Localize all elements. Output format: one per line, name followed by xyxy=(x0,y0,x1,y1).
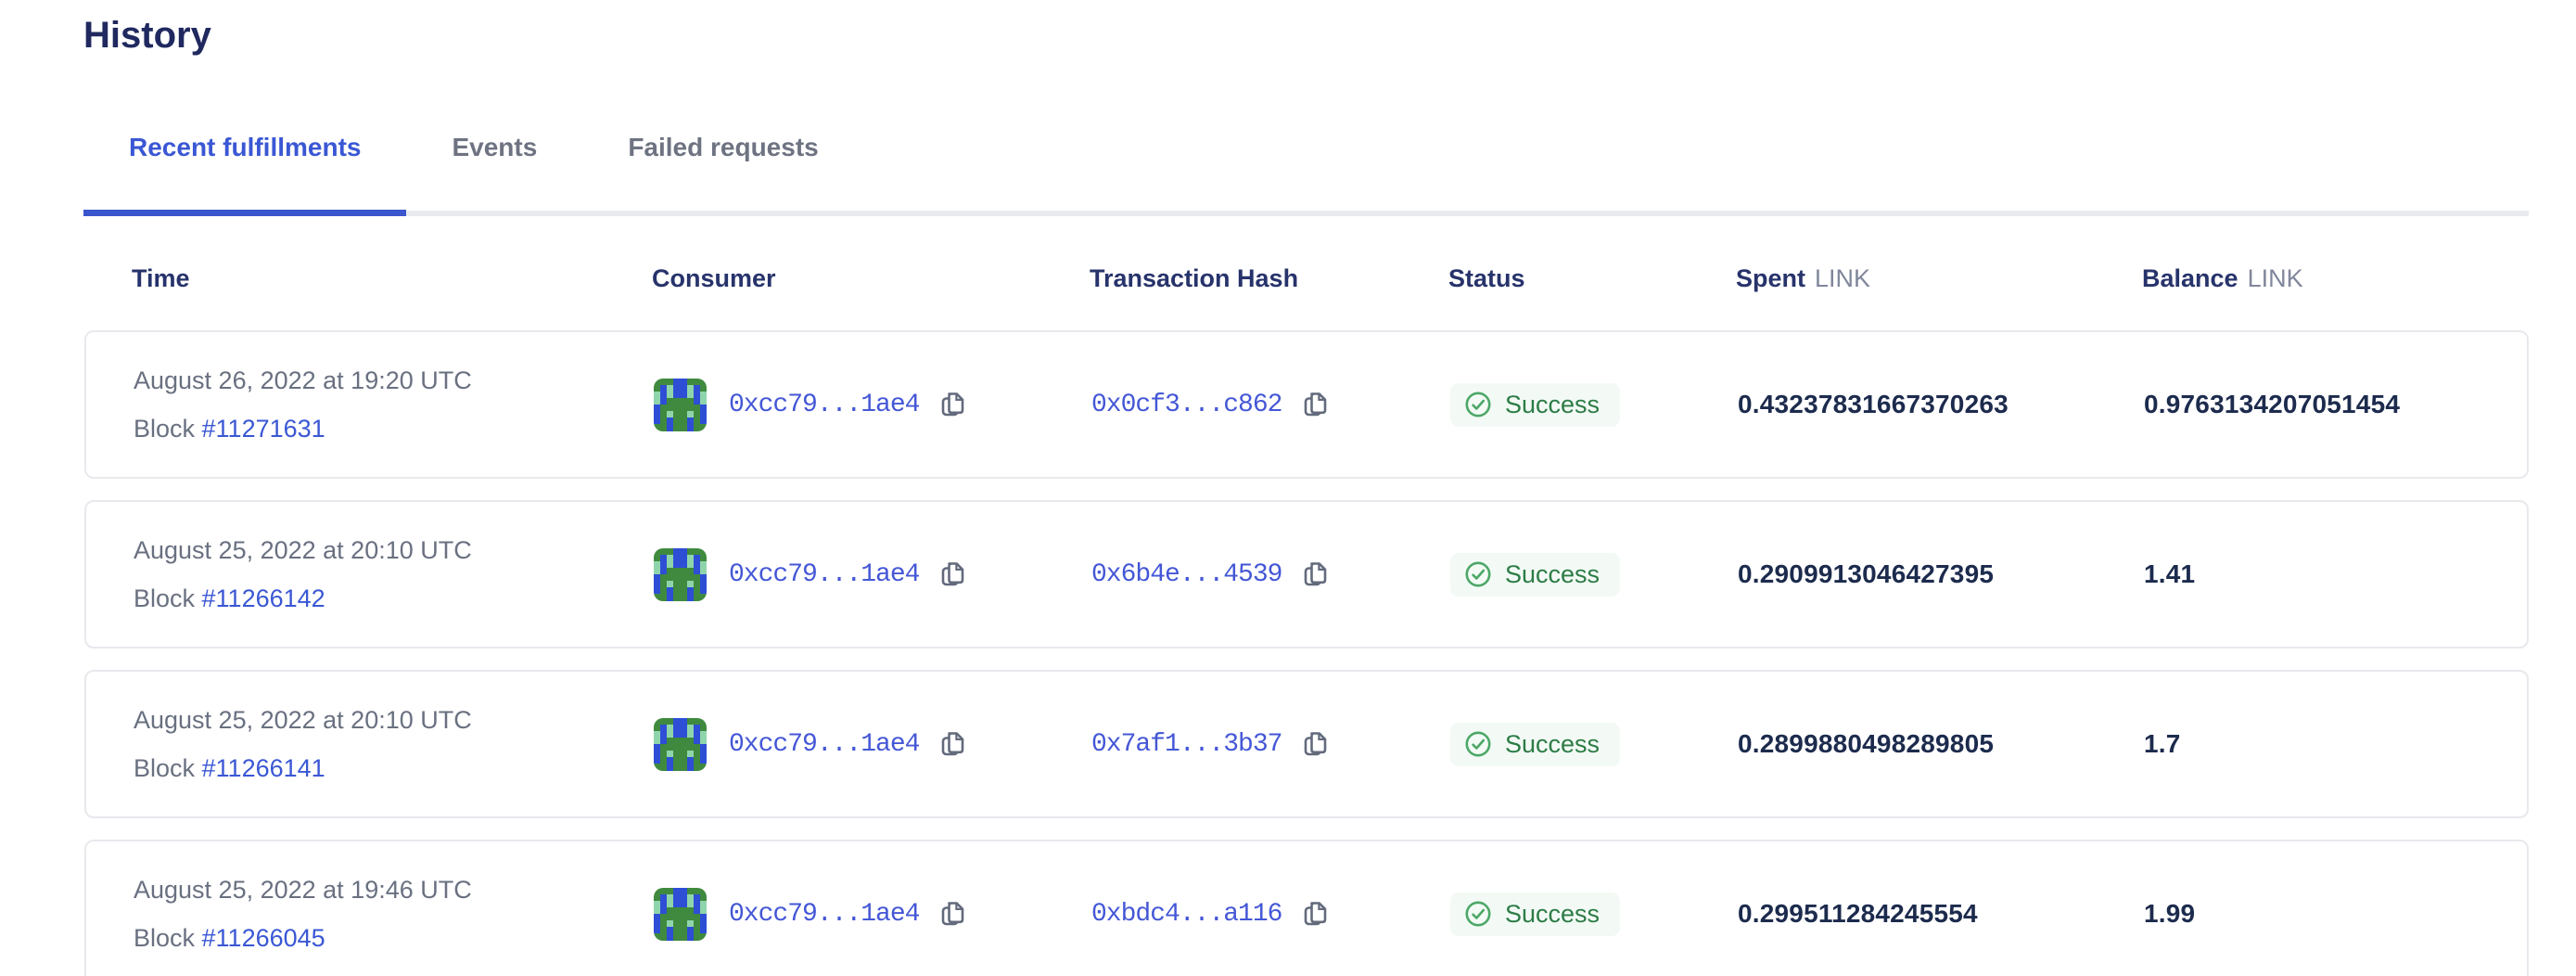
block-label: Block xyxy=(134,584,202,612)
consumer-cell: 0xcc79...1ae4 xyxy=(654,547,1091,601)
fulfillment-list: August 26, 2022 at 19:20 UTC Block #1127… xyxy=(84,330,2576,976)
consumer-address-link[interactable]: 0xcc79...1ae4 xyxy=(729,559,920,589)
column-header-transaction-hash: Transaction Hash xyxy=(1090,264,1299,292)
block-number-link[interactable]: #11266045 xyxy=(201,924,325,952)
column-header-spent: Spent LINK xyxy=(1736,264,1871,292)
copy-icon[interactable] xyxy=(1298,389,1330,420)
history-page: History Recent fulfillments Events Faile… xyxy=(0,13,2576,976)
tab-events[interactable]: Events xyxy=(452,133,538,161)
time-cell: August 25, 2022 at 19:46 UTC Block #1126… xyxy=(86,876,654,952)
block-number-link[interactable]: #11266142 xyxy=(201,584,325,612)
consumer-address-link[interactable]: 0xcc79...1ae4 xyxy=(729,729,920,759)
time-cell: August 26, 2022 at 19:20 UTC Block #1127… xyxy=(86,366,654,443)
status-cell: Success xyxy=(1450,382,1738,427)
table-row: August 26, 2022 at 19:20 UTC Block #1127… xyxy=(84,330,2529,479)
check-circle-icon xyxy=(1465,561,1491,587)
balance-value: 1.41 xyxy=(2144,559,2196,588)
consumer-cell: 0xcc79...1ae4 xyxy=(654,887,1091,941)
check-circle-icon xyxy=(1465,731,1491,757)
spent-value: 0.2899880498289805 xyxy=(1738,729,1995,758)
table-row: August 25, 2022 at 20:10 UTC Block #1126… xyxy=(84,670,2529,818)
page-title: History xyxy=(83,15,211,56)
transaction-hash-cell: 0x6b4e...4539 xyxy=(1091,559,1450,590)
column-header-balance: Balance LINK xyxy=(2142,264,2303,292)
spent-value: 0.43237831667370263 xyxy=(1738,390,2009,418)
copy-icon[interactable] xyxy=(1298,898,1330,930)
timestamp: August 25, 2022 at 19:46 UTC xyxy=(134,876,472,904)
block-line: Block #11266142 xyxy=(134,584,654,612)
copy-icon[interactable] xyxy=(936,898,967,930)
blockies-avatar xyxy=(654,887,707,941)
copy-icon[interactable] xyxy=(1298,728,1330,760)
consumer-cell: 0xcc79...1ae4 xyxy=(654,717,1091,771)
column-header-consumer: Consumer xyxy=(652,264,776,292)
timestamp: August 25, 2022 at 20:10 UTC xyxy=(134,536,472,564)
spent-unit-label: LINK xyxy=(1815,264,1871,292)
time-cell: August 25, 2022 at 20:10 UTC Block #1126… xyxy=(86,706,654,782)
timestamp: August 26, 2022 at 19:20 UTC xyxy=(134,366,472,394)
tab-bar: Recent fulfillments Events Failed reques… xyxy=(83,132,2529,216)
block-number-link[interactable]: #11266141 xyxy=(201,754,325,782)
status-badge: Success xyxy=(1450,552,1621,597)
block-number-link[interactable]: #11271631 xyxy=(201,415,325,443)
consumer-address-link[interactable]: 0xcc79...1ae4 xyxy=(729,390,920,419)
table-header: Time Consumer Transaction Hash Status Sp… xyxy=(84,264,2529,293)
table-row: August 25, 2022 at 19:46 UTC Block #1126… xyxy=(84,840,2529,976)
status-badge: Success xyxy=(1450,382,1621,427)
status-label: Success xyxy=(1505,390,1600,418)
table-row: August 25, 2022 at 20:10 UTC Block #1126… xyxy=(84,500,2529,649)
check-circle-icon xyxy=(1465,392,1491,417)
status-cell: Success xyxy=(1450,722,1738,766)
transaction-hash-cell: 0x0cf3...c862 xyxy=(1091,389,1450,420)
balance-unit-label: LINK xyxy=(2247,264,2303,292)
timestamp: August 25, 2022 at 20:10 UTC xyxy=(134,706,472,734)
tab-recent-fulfillments[interactable]: Recent fulfillments xyxy=(83,132,407,216)
status-label: Success xyxy=(1505,729,1600,758)
transaction-hash-cell: 0x7af1...3b37 xyxy=(1091,728,1450,760)
column-header-status: Status xyxy=(1448,264,1525,292)
transaction-hash-link[interactable]: 0x0cf3...c862 xyxy=(1091,390,1282,419)
block-label: Block xyxy=(134,754,202,782)
block-label: Block xyxy=(134,415,202,443)
tab-failed-requests[interactable]: Failed requests xyxy=(628,133,819,161)
consumer-cell: 0xcc79...1ae4 xyxy=(654,378,1091,431)
balance-value: 0.9763134207051454 xyxy=(2144,390,2401,418)
copy-icon[interactable] xyxy=(936,559,967,590)
spent-value: 0.299511284245554 xyxy=(1738,899,1978,928)
status-badge: Success xyxy=(1450,722,1621,766)
column-header-time: Time xyxy=(132,264,190,292)
status-cell: Success xyxy=(1450,892,1738,936)
status-cell: Success xyxy=(1450,552,1738,597)
balance-value: 1.99 xyxy=(2144,899,2196,928)
check-circle-icon xyxy=(1465,901,1491,927)
time-cell: August 25, 2022 at 20:10 UTC Block #1126… xyxy=(86,536,654,612)
transaction-hash-link[interactable]: 0x6b4e...4539 xyxy=(1091,559,1282,589)
blockies-avatar xyxy=(654,378,707,431)
copy-icon[interactable] xyxy=(1298,559,1330,590)
status-badge: Success xyxy=(1450,892,1621,936)
transaction-hash-link[interactable]: 0xbdc4...a116 xyxy=(1091,899,1282,929)
transaction-hash-link[interactable]: 0x7af1...3b37 xyxy=(1091,729,1282,759)
blockies-avatar xyxy=(654,547,707,601)
block-line: Block #11271631 xyxy=(134,415,654,443)
block-line: Block #11266045 xyxy=(134,924,654,952)
transaction-hash-cell: 0xbdc4...a116 xyxy=(1091,898,1450,930)
balance-value: 1.7 xyxy=(2144,729,2181,758)
blockies-avatar xyxy=(654,717,707,771)
consumer-address-link[interactable]: 0xcc79...1ae4 xyxy=(729,899,920,929)
status-label: Success xyxy=(1505,899,1600,928)
copy-icon[interactable] xyxy=(936,389,967,420)
block-line: Block #11266141 xyxy=(134,754,654,782)
copy-icon[interactable] xyxy=(936,728,967,760)
block-label: Block xyxy=(134,924,202,952)
spent-value: 0.2909913046427395 xyxy=(1738,559,1995,588)
status-label: Success xyxy=(1505,559,1600,588)
